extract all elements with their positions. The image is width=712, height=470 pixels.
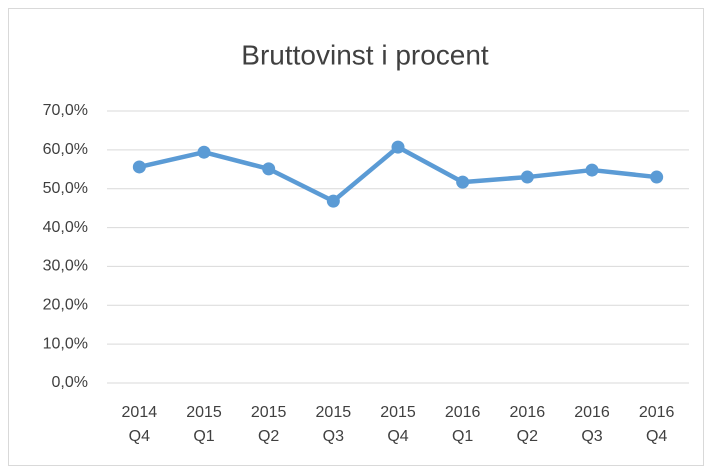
y-tick-label: 0,0% [52, 374, 88, 391]
x-tick-label: 2015 Q1 [186, 404, 222, 445]
y-tick-label: 20,0% [43, 297, 88, 314]
x-tick-label: 2016 Q2 [510, 404, 546, 445]
y-tick-label: 50,0% [43, 180, 88, 197]
marker [262, 162, 276, 176]
chart-border [8, 8, 704, 466]
marker [132, 160, 146, 174]
marker [520, 170, 534, 184]
marker [197, 145, 211, 159]
marker [456, 175, 470, 189]
marker [326, 194, 340, 208]
y-tick-label: 40,0% [43, 219, 88, 236]
y-tick-label: 30,0% [43, 258, 88, 275]
x-tick-label: 2015 Q2 [251, 404, 287, 445]
x-tick-label: 2016 Q3 [574, 404, 610, 445]
y-tick-label: 10,0% [43, 335, 88, 352]
x-tick-label: 2016 Q4 [639, 404, 675, 445]
marker [650, 170, 664, 184]
x-tick-label: 2014 Q4 [122, 404, 158, 445]
y-tick-label: 70,0% [43, 102, 88, 119]
marker [391, 140, 405, 154]
chart-title: Bruttovinst i procent [241, 39, 489, 70]
marker [585, 163, 599, 177]
x-tick-label: 2015 Q4 [380, 404, 416, 445]
x-tick-label: 2016 Q1 [445, 404, 481, 445]
y-tick-label: 60,0% [43, 141, 88, 158]
x-tick-label: 2015 Q3 [316, 404, 352, 445]
